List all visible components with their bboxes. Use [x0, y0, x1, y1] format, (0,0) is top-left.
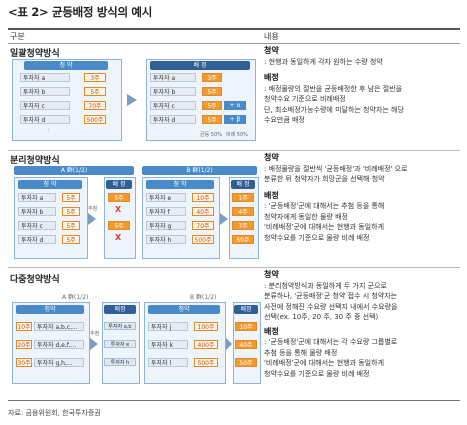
s2-a-sub-pill: 청 약 — [18, 180, 82, 189]
s2-b-box — [142, 177, 220, 259]
s3-a-alloc-item: 투자자 a,b — [104, 322, 136, 330]
s3-b-alloc: 50주 — [235, 358, 257, 367]
s2-b-row: 투자자 f 40주 — [146, 207, 216, 216]
s1-row: 투자자 d 500주 — [20, 115, 112, 124]
s2-a-box — [14, 177, 88, 259]
s2-a-alloc-box — [104, 177, 136, 259]
s3-a-row: 10주 투자자 a,b,c,... — [16, 322, 88, 331]
s1-legend-equal: 균등 50% — [200, 132, 222, 138]
section-divider — [8, 267, 460, 268]
page-title: <표 2> 균등배정 방식의 예시 — [8, 5, 152, 19]
header-left: 구분 — [10, 32, 25, 41]
s2-b-alloc: 4주 — [232, 207, 254, 216]
s1-alloc-row: 투자자 c 5주 + α — [150, 101, 250, 110]
section3-title: 다중청약방식 — [10, 275, 60, 285]
s1-row: 투자자 b 5주 — [20, 87, 112, 96]
s2-a-alloc-pill: 배 정 — [106, 180, 132, 189]
s2-a-row: 투자자 a 5주 — [18, 193, 84, 202]
s3-group-b-label: B 群(1/2) — [190, 294, 217, 301]
s2-b-alloc: 50주 — [232, 235, 254, 244]
s3-group-a-label: A 群(1/2) — [62, 294, 89, 301]
s3-b-sub-pill: 청약 — [148, 305, 220, 314]
s2-arrow-icon — [88, 213, 96, 225]
s1-arrow-icon — [127, 94, 137, 106]
s3-a-sub-pill: 청약 — [16, 305, 84, 314]
s3-b-alloc: 40주 — [235, 340, 257, 349]
s3-b-row: 투자자 j 100주 — [148, 322, 222, 331]
s2-b-alloc: 7주 — [232, 221, 254, 230]
s1-ellipsis: : — [48, 127, 50, 133]
s3-a-row: 20주 투자자 d,e,f,... — [16, 340, 88, 349]
section2-title: 분리청약방식 — [10, 156, 60, 166]
s1-alloc-row: 투자자 d 5주 + β — [150, 115, 250, 124]
s1-allocation-box — [146, 59, 256, 141]
s2-b-row: 투자자 h 500주 — [146, 235, 216, 244]
s1-alloc-row: 투자자 b 5주 — [150, 87, 250, 96]
s2-a-row: 투자자 d 5주 — [18, 235, 84, 244]
header-right: 내용 — [264, 32, 279, 41]
s3-b-row: 투자자 l 500주 — [148, 358, 222, 367]
s1-alloc-row: 투자자 a 3주 — [150, 73, 250, 82]
s3-a-alloc-pill: 배정 — [104, 305, 136, 314]
s2-description: 청약 : 배정물량을 절반씩 '균등배정'과 '비례배정' 으로 분류한 뒤 청… — [264, 153, 408, 242]
s2-b-alloc: 1주 — [232, 193, 254, 202]
s3-arrow-icon — [90, 338, 98, 350]
s2-b-arrow-icon — [220, 213, 228, 225]
s1-subscription-box — [12, 59, 122, 141]
s3-b-row: 투자자 k 400주 — [148, 340, 222, 349]
s3-a-row: 30주 투자자 g,h,... — [16, 358, 88, 367]
section1-title: 일괄청약방식 — [10, 49, 60, 59]
s1-row: 투자자 c 70주 — [20, 101, 112, 110]
s2-group-b-pill: B 群(1/2) — [142, 166, 257, 175]
source-note: 자료: 금융위원회, 한국투자증권 — [8, 409, 101, 417]
s1-row: 투자자 a 3주 — [20, 73, 112, 82]
s1-subscription-pill: 청 약 — [24, 61, 108, 70]
s2-group-a-pill: A 群(1/2) — [14, 166, 134, 175]
s3-b-alloc-pill: 배정 — [234, 305, 258, 314]
s2-arrow-label: 추첨 — [88, 206, 98, 212]
s2-a-alloc: 5주 — [108, 221, 130, 230]
s1-allocation-pill: 배 정 — [150, 61, 250, 70]
s2-b-alloc-pill: 배 정 — [231, 180, 255, 189]
s2-b-alloc-box — [229, 177, 259, 259]
s2-a-alloc: 5주 — [108, 193, 130, 202]
s3-a-alloc-item: 투자자 h — [104, 358, 136, 366]
bottom-rule — [8, 400, 460, 401]
s2-a-row: 투자자 b 5주 — [18, 207, 84, 216]
s2-b-sub-pill: 청 약 — [146, 180, 214, 189]
s3-b-arrow-icon — [226, 338, 232, 350]
s2-b-row: 투자자 g 70주 — [146, 221, 216, 230]
s2-a-alloc-x: X — [115, 233, 122, 242]
s3-arrow-label: 추첨 — [90, 331, 100, 337]
s2-a-alloc-x: X — [115, 205, 122, 214]
s2-b-row: 투자자 e 10주 — [146, 193, 216, 202]
s3-b-alloc: 10주 — [235, 322, 257, 331]
s3-description: 청약 : 분리청약방식과 동일하게 두 가지 군으로 분류하나, '균등배정'군… — [264, 270, 398, 378]
s3-a-alloc-item: 투자자 e — [104, 340, 136, 348]
s1-legend-prop: 비례 50% — [226, 132, 248, 138]
header-rule — [8, 28, 460, 30]
s1-description: 청약 : 현행과 동일하게 각자 원하는 수량 청약 배정 : 배정물량의 절반… — [264, 46, 404, 124]
s2-a-row: 투자자 c 5주 — [18, 221, 84, 230]
header-divider — [8, 43, 460, 44]
section-divider — [8, 150, 460, 151]
